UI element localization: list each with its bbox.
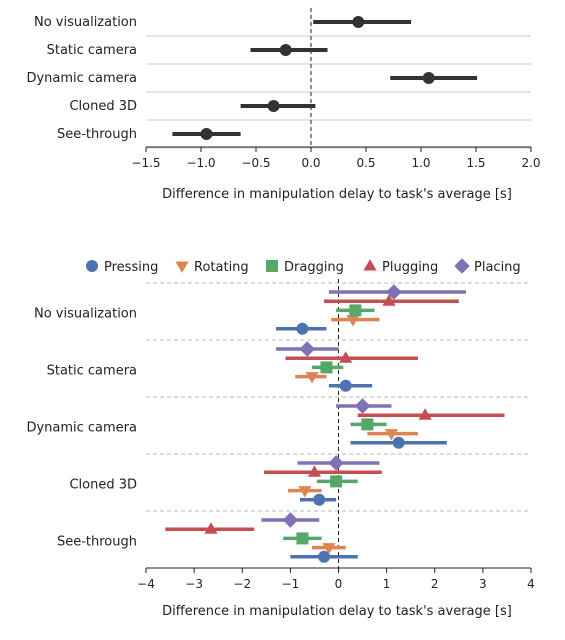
bottom-mean-point-plugging (204, 522, 218, 534)
bottom-mean-point-dragging (361, 418, 374, 431)
top-category-label: Static camera (47, 43, 137, 58)
top-x-tick-label: 0.0 (301, 156, 320, 170)
legend-label: Placing (474, 260, 521, 275)
bottom-category-label: No visualization (34, 307, 137, 322)
bottom-mean-point-plugging (418, 408, 432, 420)
top-chart: −1.5 −1.0 −0.5 0.0 0.5 1.0 1.5 2.0 No visualizat… (26, 8, 541, 202)
legend-marker-pressing (86, 260, 98, 272)
top-category-label: See-through (57, 127, 137, 142)
bottom-mean-point-plugging (339, 351, 353, 363)
top-mean-point (279, 44, 292, 56)
legend-label: Pressing (104, 260, 158, 275)
bottom-x-tick-label: 4 (527, 577, 535, 591)
top-category-label: Dynamic camera (26, 71, 137, 86)
bottom-mean-point-pressing (296, 322, 309, 335)
bottom-mean-point-rotating (346, 315, 360, 327)
bottom-mean-point-rotating (298, 486, 312, 498)
legend-marker-rotating (175, 261, 189, 273)
legend-label: Plugging (382, 260, 438, 275)
bottom-mean-point-pressing (313, 493, 326, 506)
top-x-tick-label: 2.0 (521, 156, 540, 170)
bottom-mean-point-plugging (307, 465, 322, 477)
bottom-category-label: Static camera (47, 364, 137, 379)
top-x-tick-label: 1.5 (466, 156, 485, 170)
bottom-chart: Pressing Rotating Dragging Plugging Placing … (26, 258, 535, 619)
bottom-x-tick-label: 1 (383, 577, 391, 591)
legend-marker-dragging (266, 260, 278, 272)
bottom-mean-point-placing (354, 398, 371, 414)
bottom-chart-xlabel: Difference in manipulation delay to task… (162, 604, 512, 619)
bottom-mean-point-dragging (320, 361, 333, 374)
top-mean-point (422, 72, 435, 84)
legend-label: Rotating (194, 260, 249, 275)
bottom-mean-point-rotating (305, 372, 319, 384)
bottom-mean-point-pressing (318, 550, 331, 563)
top-x-tick-label: 1.0 (411, 156, 430, 170)
bottom-mean-point-placing (328, 455, 344, 471)
top-mean-point (200, 128, 213, 140)
bottom-mean-point-dragging (349, 304, 362, 317)
bottom-mean-point-pressing (392, 436, 405, 449)
top-mean-point (352, 16, 365, 28)
top-category-label: No visualization (34, 15, 137, 30)
bottom-mean-point-placing (299, 341, 316, 357)
bottom-x-tick-label: −2 (233, 577, 251, 591)
bottom-x-tick-label: −3 (185, 577, 203, 591)
bottom-mean-point-plugging (382, 294, 396, 306)
top-category-label: Cloned 3D (69, 99, 137, 114)
legend-label: Dragging (284, 260, 344, 275)
bottom-mean-point-rotating (384, 429, 399, 441)
bottom-x-tick-label: 0 (335, 577, 343, 591)
top-x-tick-label: −1.0 (186, 156, 215, 170)
bottom-x-tick-label: 3 (479, 577, 487, 591)
legend-marker-placing (454, 258, 470, 274)
bottom-category-label: Dynamic camera (26, 421, 137, 436)
bottom-category-label: Cloned 3D (69, 478, 137, 493)
top-x-tick-label: −0.5 (241, 156, 270, 170)
bottom-mean-point-placing (282, 512, 299, 528)
bottom-mean-point-dragging (296, 532, 309, 545)
bottom-category-label: See-through (57, 535, 137, 550)
bottom-mean-point-dragging (330, 475, 343, 488)
top-x-tick-label: −1.5 (131, 156, 160, 170)
legend-marker-plugging (363, 259, 377, 271)
bottom-mean-point-pressing (339, 379, 352, 392)
top-mean-point (267, 100, 280, 112)
top-x-tick-label: 0.5 (356, 156, 375, 170)
top-chart-xlabel: Difference in manipulation delay to task… (162, 187, 512, 202)
bottom-x-tick-label: −4 (137, 577, 155, 591)
bottom-mean-point-rotating (322, 543, 336, 555)
bottom-mean-point-placing (386, 284, 402, 300)
bottom-x-tick-label: 2 (431, 577, 439, 591)
bottom-x-tick-label: −1 (282, 577, 300, 591)
